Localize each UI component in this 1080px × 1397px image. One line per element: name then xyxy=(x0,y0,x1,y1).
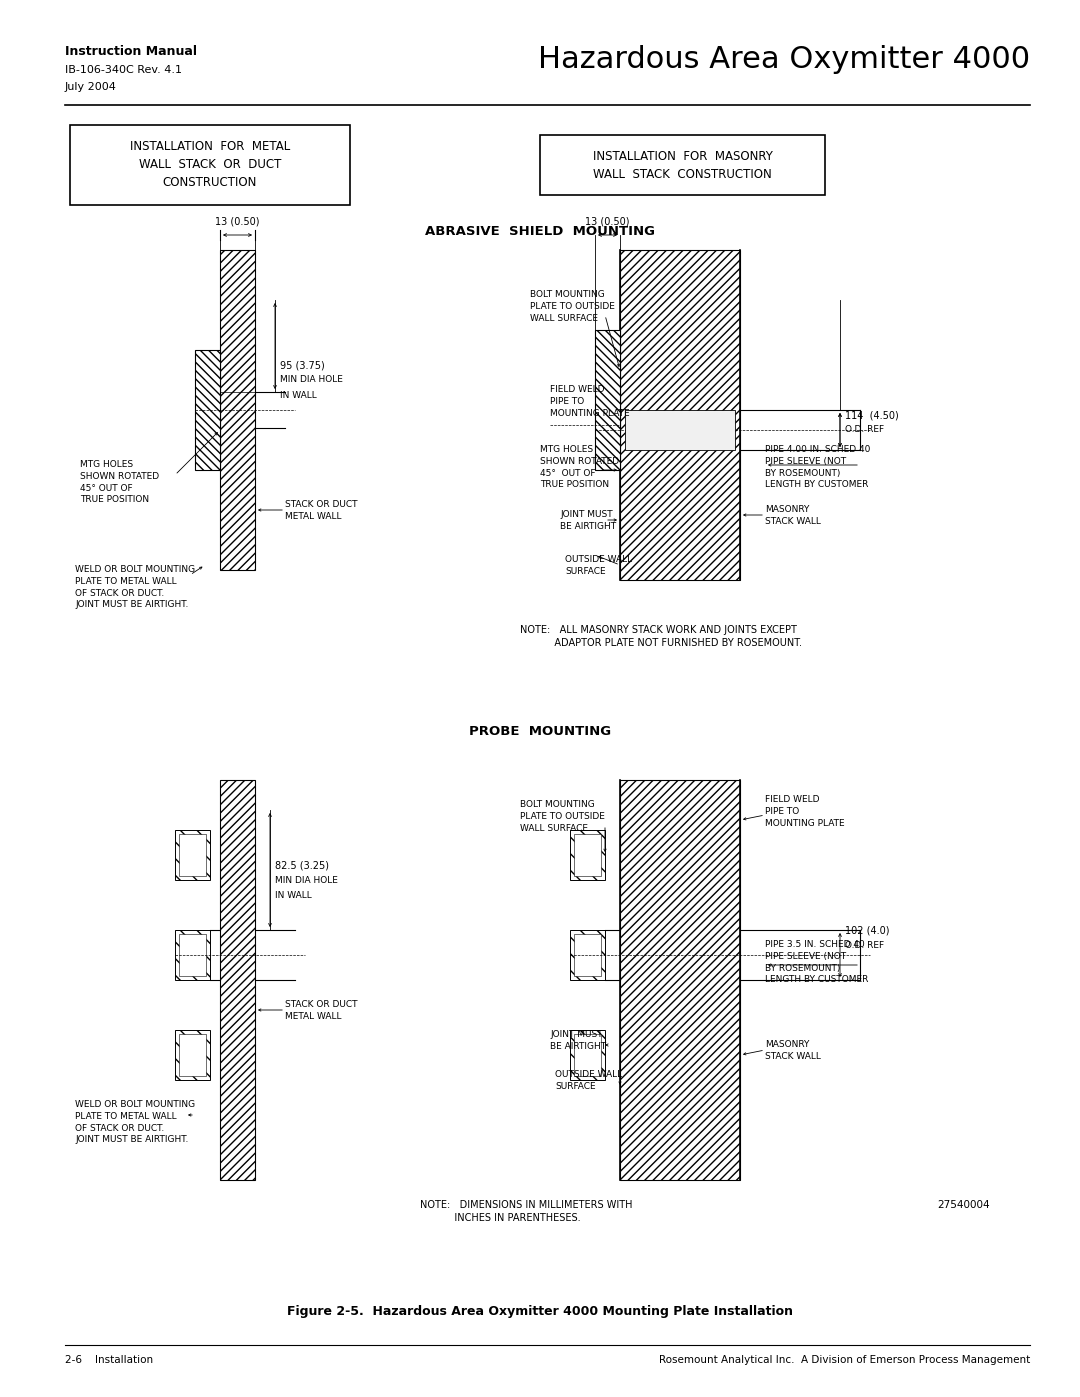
Text: JOINT MUST
BE AIRTIGHT: JOINT MUST BE AIRTIGHT xyxy=(561,510,616,531)
Bar xyxy=(573,834,600,876)
Text: 82.5 (3.25): 82.5 (3.25) xyxy=(275,861,329,870)
Text: Rosemount Analytical Inc.  A Division of Emerson Process Management: Rosemount Analytical Inc. A Division of … xyxy=(659,1355,1030,1365)
Text: PIPE 4.00 IN. SCHED 40
PIPE SLEEVE (NOT
BY ROSEMOUNT)
LENGTH BY CUSTOMER: PIPE 4.00 IN. SCHED 40 PIPE SLEEVE (NOT … xyxy=(765,446,870,489)
Text: 102 (4.0): 102 (4.0) xyxy=(845,925,890,935)
Bar xyxy=(570,1030,605,1080)
Bar xyxy=(570,930,605,981)
Text: INSTALLATION  FOR  METAL
WALL  STACK  OR  DUCT
CONSTRUCTION: INSTALLATION FOR METAL WALL STACK OR DUC… xyxy=(130,141,291,190)
Text: Hazardous Area Oxymitter 4000: Hazardous Area Oxymitter 4000 xyxy=(538,45,1030,74)
Text: O.D. REF: O.D. REF xyxy=(845,940,885,950)
Text: JOINT MUST
BE AIRTIGHT: JOINT MUST BE AIRTIGHT xyxy=(550,1030,606,1051)
Bar xyxy=(175,930,210,981)
Bar xyxy=(620,780,740,1180)
Bar xyxy=(220,780,255,1180)
Text: NOTE:   DIMENSIONS IN MILLIMETERS WITH
           INCHES IN PARENTHESES.: NOTE: DIMENSIONS IN MILLIMETERS WITH INC… xyxy=(420,1200,633,1224)
Bar xyxy=(625,409,735,450)
Bar xyxy=(175,830,210,880)
Text: MASONRY
STACK WALL: MASONRY STACK WALL xyxy=(765,504,821,525)
Bar xyxy=(195,351,220,469)
Bar xyxy=(179,935,206,977)
Bar xyxy=(220,250,255,570)
Bar xyxy=(540,136,825,196)
Bar xyxy=(70,124,350,205)
Text: MIN DIA HOLE: MIN DIA HOLE xyxy=(280,376,342,384)
Text: 13 (0.50): 13 (0.50) xyxy=(215,217,260,226)
Text: 13 (0.50): 13 (0.50) xyxy=(585,217,630,226)
Text: 2-6    Installation: 2-6 Installation xyxy=(65,1355,153,1365)
Text: MTG HOLES
SHOWN ROTATED
45° OUT OF
TRUE POSITION: MTG HOLES SHOWN ROTATED 45° OUT OF TRUE … xyxy=(80,460,159,504)
Text: STACK OR DUCT
METAL WALL: STACK OR DUCT METAL WALL xyxy=(285,1000,357,1021)
Text: FIELD WELD
PIPE TO
MOUNTING PLATE: FIELD WELD PIPE TO MOUNTING PLATE xyxy=(550,386,630,418)
Bar xyxy=(175,1030,210,1080)
Text: MASONRY
STACK WALL: MASONRY STACK WALL xyxy=(765,1039,821,1060)
Text: STACK OR DUCT
METAL WALL: STACK OR DUCT METAL WALL xyxy=(285,500,357,521)
Text: FIELD WELD
PIPE TO
MOUNTING PLATE: FIELD WELD PIPE TO MOUNTING PLATE xyxy=(765,795,845,827)
Text: IN WALL: IN WALL xyxy=(280,391,316,400)
Text: OUTSIDE WALL
SURFACE: OUTSIDE WALL SURFACE xyxy=(565,555,632,576)
Bar xyxy=(573,1034,600,1076)
Text: Instruction Manual: Instruction Manual xyxy=(65,45,197,59)
Text: NOTE:   ALL MASONRY STACK WORK AND JOINTS EXCEPT
           ADAPTOR PLATE NOT FU: NOTE: ALL MASONRY STACK WORK AND JOINTS … xyxy=(519,624,802,648)
Bar xyxy=(595,330,620,469)
Text: 95 (3.75): 95 (3.75) xyxy=(280,360,325,370)
Text: 114  (4.50): 114 (4.50) xyxy=(845,409,899,420)
Text: INSTALLATION  FOR  MASONRY
WALL  STACK  CONSTRUCTION: INSTALLATION FOR MASONRY WALL STACK CONS… xyxy=(593,149,772,180)
Text: July 2004: July 2004 xyxy=(65,82,117,92)
Bar xyxy=(179,1034,206,1076)
Bar xyxy=(179,834,206,876)
Text: BOLT MOUNTING
PLATE TO OUTSIDE
WALL SURFACE: BOLT MOUNTING PLATE TO OUTSIDE WALL SURF… xyxy=(519,800,605,833)
Text: IB-106-340C Rev. 4.1: IB-106-340C Rev. 4.1 xyxy=(65,66,183,75)
Bar xyxy=(570,830,605,880)
Text: MTG HOLES
SHOWN ROTATED
45°  OUT OF
TRUE POSITION: MTG HOLES SHOWN ROTATED 45° OUT OF TRUE … xyxy=(540,446,619,489)
Text: OUTSIDE WALL
SURFACE: OUTSIDE WALL SURFACE xyxy=(555,1070,622,1091)
Text: PIPE 3.5 IN. SCHED 40
PIPE SLEEVE (NOT
BY ROSEMOUNT)
LENGTH BY CUSTOMER: PIPE 3.5 IN. SCHED 40 PIPE SLEEVE (NOT B… xyxy=(765,940,868,985)
Text: PROBE  MOUNTING: PROBE MOUNTING xyxy=(469,725,611,738)
Text: O.D. REF: O.D. REF xyxy=(845,426,885,434)
Bar xyxy=(620,250,740,580)
Text: MIN DIA HOLE: MIN DIA HOLE xyxy=(275,876,338,884)
Bar xyxy=(573,935,600,977)
Text: 27540004: 27540004 xyxy=(937,1200,990,1210)
Text: BOLT MOUNTING
PLATE TO OUTSIDE
WALL SURFACE: BOLT MOUNTING PLATE TO OUTSIDE WALL SURF… xyxy=(530,291,615,323)
Text: Figure 2-5.  Hazardous Area Oxymitter 4000 Mounting Plate Installation: Figure 2-5. Hazardous Area Oxymitter 400… xyxy=(287,1305,793,1317)
Text: IN WALL: IN WALL xyxy=(275,890,312,900)
Text: ABRASIVE  SHIELD  MOUNTING: ABRASIVE SHIELD MOUNTING xyxy=(426,225,654,237)
Text: WELD OR BOLT MOUNTING
PLATE TO METAL WALL
OF STACK OR DUCT.
JOINT MUST BE AIRTIG: WELD OR BOLT MOUNTING PLATE TO METAL WAL… xyxy=(75,1099,195,1144)
Text: WELD OR BOLT MOUNTING
PLATE TO METAL WALL
OF STACK OR DUCT.
JOINT MUST BE AIRTIG: WELD OR BOLT MOUNTING PLATE TO METAL WAL… xyxy=(75,564,195,609)
